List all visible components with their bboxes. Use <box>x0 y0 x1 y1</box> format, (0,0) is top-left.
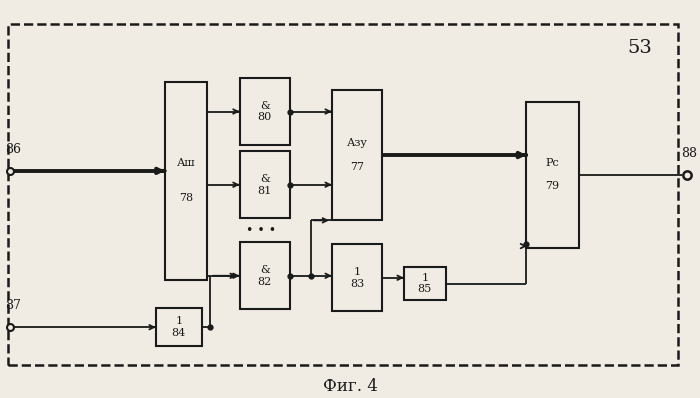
Text: 53: 53 <box>627 39 652 57</box>
Text: &
80: & 80 <box>258 101 272 122</box>
Bar <box>332 90 382 220</box>
Text: Азу

77: Азу 77 <box>346 139 368 172</box>
Bar <box>526 101 579 248</box>
Bar <box>239 78 290 145</box>
Bar <box>404 267 446 300</box>
Text: 1
84: 1 84 <box>172 316 186 338</box>
Bar <box>239 151 290 219</box>
Bar <box>8 24 678 365</box>
Text: 87: 87 <box>5 299 21 312</box>
Bar <box>332 244 382 311</box>
Bar <box>165 82 206 280</box>
Text: &
81: & 81 <box>258 174 272 195</box>
Text: 1
85: 1 85 <box>418 273 432 295</box>
Text: &
82: & 82 <box>258 265 272 287</box>
Text: • • •: • • • <box>246 224 276 237</box>
Text: Фиг. 4: Фиг. 4 <box>323 378 377 395</box>
Bar <box>156 308 202 346</box>
Bar <box>239 242 290 309</box>
Text: 1
83: 1 83 <box>350 267 364 289</box>
Text: 88: 88 <box>681 146 696 160</box>
Text: 86: 86 <box>5 142 21 156</box>
Text: Аш


78: Аш 78 <box>176 158 195 203</box>
Text: Рс

79: Рс 79 <box>545 158 560 191</box>
